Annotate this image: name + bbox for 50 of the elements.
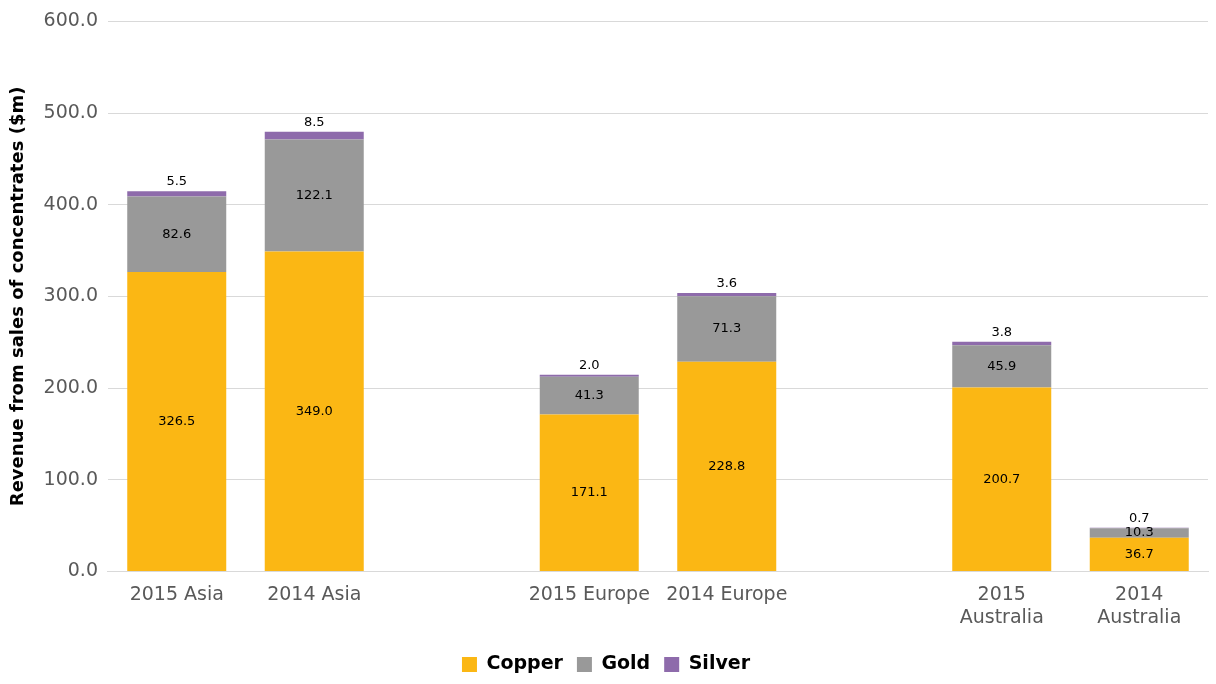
data-label: 82.6 (162, 225, 192, 241)
y-tick-label: 200.0 (43, 375, 98, 397)
data-label: 228.8 (708, 457, 746, 473)
bar (677, 361, 777, 571)
data-label: 41.3 (574, 387, 604, 402)
data-label: 0.7 (1128, 509, 1150, 525)
y-tick-label: 600.0 (43, 8, 98, 31)
bar (127, 196, 227, 273)
bar (127, 191, 227, 197)
y-tick-label: 100.0 (43, 466, 98, 489)
bar (1089, 537, 1189, 571)
x-tick-label: 2015 Europe (528, 581, 650, 604)
bar (264, 131, 364, 140)
legend-label: Silver (688, 651, 751, 674)
data-label: 3.6 (716, 274, 738, 290)
data-label: 36.7 (1124, 545, 1154, 561)
data-label: 8.5 (303, 113, 325, 129)
data-label: 5.5 (166, 173, 188, 189)
x-tick-label: 2015 Australia (959, 581, 1044, 627)
bar (264, 251, 364, 571)
x-tick-label: 2015 Asia (129, 581, 224, 604)
bar (677, 293, 777, 297)
bar (1089, 528, 1189, 538)
bar (264, 139, 364, 252)
bar (952, 387, 1052, 571)
data-label: 45.9 (987, 357, 1017, 373)
data-label: 3.8 (991, 323, 1013, 339)
data-label: 349.0 (295, 402, 333, 418)
y-tick-label: 300.0 (43, 283, 98, 306)
x-tick-label: 2014 Australia (1097, 581, 1182, 627)
legend-label: Gold (601, 651, 651, 674)
data-label: 71.3 (712, 320, 742, 336)
bar (127, 272, 227, 571)
data-label: 326.5 (158, 412, 196, 428)
y-tick-label: 500.0 (43, 100, 98, 122)
bar (539, 376, 639, 415)
y-axis-title: Revenue from sales of concentrates ($m) (6, 86, 28, 507)
bar (677, 296, 777, 362)
data-label: 171.1 (570, 484, 608, 500)
bar (539, 414, 639, 571)
data-label: 122.1 (295, 186, 333, 202)
x-tick-label: 2014 Europe (666, 581, 788, 604)
data-label: 2.0 (578, 356, 600, 372)
data-label: 10.3 (1124, 524, 1154, 540)
x-tick-label: 2014 Asia (267, 581, 362, 604)
y-tick-label: 0.0 (67, 558, 98, 581)
y-tick-label: 400.0 (43, 191, 98, 214)
legend-label: Copper (486, 651, 564, 674)
data-label: 200.7 (983, 470, 1021, 486)
bar (952, 345, 1052, 388)
